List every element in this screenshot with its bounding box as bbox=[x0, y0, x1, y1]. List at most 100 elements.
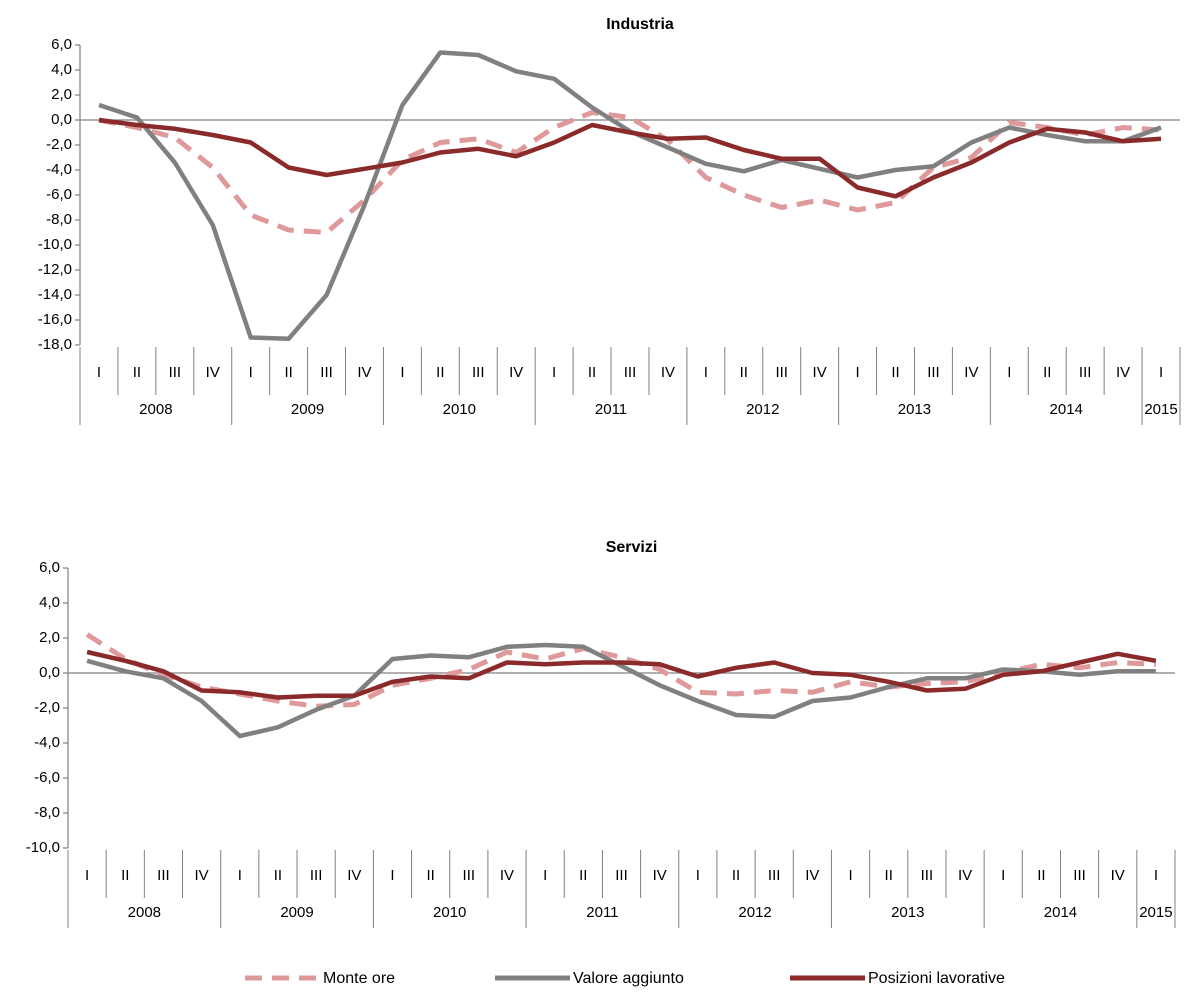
quarter-label: I bbox=[696, 867, 700, 884]
y-tick-label: -4,0 bbox=[46, 161, 72, 178]
y-tick-label: -6,0 bbox=[34, 769, 60, 786]
quarter-label: III bbox=[472, 364, 485, 381]
quarter-label: IV bbox=[958, 867, 972, 884]
y-tick-label: 0,0 bbox=[51, 111, 72, 128]
quarter-label: I bbox=[704, 364, 708, 381]
quarter-label: III bbox=[1079, 364, 1092, 381]
year-label: 2013 bbox=[898, 401, 931, 418]
y-tick-label: 4,0 bbox=[39, 594, 60, 611]
y-tick-label: -14,0 bbox=[38, 286, 72, 303]
quarter-label: I bbox=[400, 364, 404, 381]
quarter-label: II bbox=[1037, 867, 1045, 884]
quarter-label: II bbox=[579, 867, 587, 884]
series-line-valore-aggiunto bbox=[86, 642, 1156, 739]
quarter-label: IV bbox=[1111, 867, 1125, 884]
y-tick-label: -10,0 bbox=[26, 839, 60, 856]
quarter-label: I bbox=[848, 867, 852, 884]
legend-label-posizioni-lavorative: Posizioni lavorative bbox=[868, 970, 1005, 987]
industria-panel: Industria 6,0 4,0 2,0 0,0 -2,0 -4,0 -6,0 -8,0 -10… bbox=[38, 16, 1181, 425]
chart-title: Industria bbox=[606, 16, 674, 33]
year-label: 2011 bbox=[595, 401, 627, 418]
y-tick-label: -18,0 bbox=[38, 336, 72, 353]
y-tick-label: -12,0 bbox=[38, 261, 72, 278]
year-label: 2014 bbox=[1044, 904, 1077, 921]
quarter-label: III bbox=[1073, 867, 1086, 884]
quarter-label: III bbox=[169, 364, 182, 381]
quarter-label: I bbox=[856, 364, 860, 381]
y-tick-label: -8,0 bbox=[34, 804, 60, 821]
quarter-label: IV bbox=[357, 364, 371, 381]
y-tick-label: -2,0 bbox=[46, 136, 72, 153]
chart-title: Servizi bbox=[606, 539, 658, 556]
legend-label-monte-ore: Monte ore bbox=[323, 970, 395, 987]
servizi-panel: Servizi 6,0 4,0 2,0 0,0 -2,0 -4,0 -6,0 -8,0 -10,0… bbox=[26, 539, 1176, 928]
y-tick-label: -6,0 bbox=[46, 186, 72, 203]
quarter-label: I bbox=[1154, 867, 1158, 884]
year-label: 2013 bbox=[891, 904, 924, 921]
quarter-label: III bbox=[615, 867, 628, 884]
year-label: 2008 bbox=[128, 904, 161, 921]
year-label: 2012 bbox=[738, 904, 771, 921]
quarter-label: II bbox=[732, 867, 740, 884]
quarter-label: I bbox=[85, 867, 89, 884]
legend: Monte ore Valore aggiunto Posizioni lavora… bbox=[245, 970, 1005, 987]
quarter-label: II bbox=[284, 364, 292, 381]
year-label: 2014 bbox=[1050, 401, 1083, 418]
quarter-label: III bbox=[463, 867, 476, 884]
y-tick-label: 4,0 bbox=[51, 61, 72, 78]
quarter-label: I bbox=[543, 867, 547, 884]
quarter-label: II bbox=[1043, 364, 1051, 381]
y-tick-label: 6,0 bbox=[39, 559, 60, 576]
y-tick-label: -8,0 bbox=[46, 211, 72, 228]
y-tick-label: 6,0 bbox=[51, 36, 72, 53]
y-tick-label: 2,0 bbox=[51, 86, 72, 103]
y-tick-label: 0,0 bbox=[39, 664, 60, 681]
y-tick-label: -4,0 bbox=[34, 734, 60, 751]
quarter-label: III bbox=[927, 364, 940, 381]
quarter-label: I bbox=[1007, 364, 1011, 381]
year-label: 2011 bbox=[586, 904, 618, 921]
quarter-label: I bbox=[552, 364, 556, 381]
quarter-label: III bbox=[624, 364, 637, 381]
year-label: 2010 bbox=[433, 904, 466, 921]
quarter-label: I bbox=[1159, 364, 1163, 381]
quarter-label: IV bbox=[964, 364, 978, 381]
quarter-label: IV bbox=[1116, 364, 1130, 381]
quarter-label: IV bbox=[805, 867, 819, 884]
quarter-label: II bbox=[426, 867, 434, 884]
quarter-label: III bbox=[775, 364, 788, 381]
quarter-label: IV bbox=[661, 364, 675, 381]
quarter-label: II bbox=[436, 364, 444, 381]
y-tick-label: -10,0 bbox=[38, 236, 72, 253]
quarter-label: III bbox=[157, 867, 170, 884]
quarter-label: II bbox=[891, 364, 899, 381]
series-line-posizioni-lavorative bbox=[86, 649, 1157, 700]
quarter-label: II bbox=[274, 867, 282, 884]
quarter-label: III bbox=[320, 364, 333, 381]
series-line-valore-aggiunto bbox=[98, 50, 1162, 342]
quarter-label: II bbox=[740, 364, 748, 381]
legend-label-valore-aggiunto: Valore aggiunto bbox=[573, 970, 684, 987]
quarter-label: II bbox=[885, 867, 893, 884]
quarter-label: IV bbox=[653, 867, 667, 884]
quarter-label: IV bbox=[509, 364, 523, 381]
quarter-label: I bbox=[249, 364, 253, 381]
year-label: 2015 bbox=[1144, 401, 1177, 418]
quarter-label: II bbox=[588, 364, 596, 381]
year-label: 2009 bbox=[280, 904, 313, 921]
year-label: 2009 bbox=[291, 401, 324, 418]
year-label: 2015 bbox=[1139, 904, 1172, 921]
quarter-label: IV bbox=[206, 364, 220, 381]
quarter-label: IV bbox=[813, 364, 827, 381]
year-label: 2008 bbox=[139, 401, 172, 418]
quarter-label: IV bbox=[347, 867, 361, 884]
y-tick-label: -2,0 bbox=[34, 699, 60, 716]
quarter-label: III bbox=[921, 867, 934, 884]
y-tick-label: 2,0 bbox=[39, 629, 60, 646]
quarter-label: IV bbox=[195, 867, 209, 884]
quarter-label: III bbox=[768, 867, 781, 884]
series-line-monte-ore bbox=[85, 632, 1157, 709]
quarter-label: II bbox=[133, 364, 141, 381]
